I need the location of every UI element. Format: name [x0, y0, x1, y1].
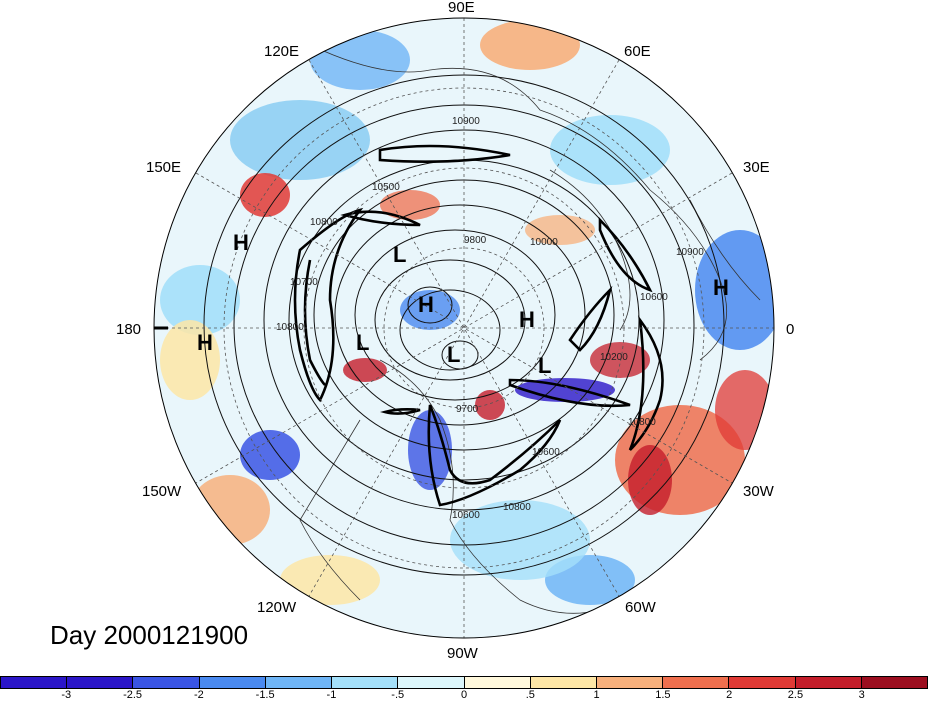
colorbar-swatch	[464, 677, 531, 688]
colorbar-tick-label: -2	[193, 689, 204, 701]
high-pressure-marker: H	[418, 292, 434, 317]
high-pressure-marker: H	[197, 330, 213, 355]
colorbar-tick-label: -2.5	[123, 689, 143, 701]
contour-label: 10900	[452, 116, 480, 127]
colorbar-tick-label: -1.5	[255, 689, 275, 701]
pressure-centers: H H H H H L L L L	[197, 230, 729, 378]
contour-label: 10800	[628, 417, 656, 428]
colorbar-swatch	[199, 677, 266, 688]
colorbar-swatch	[663, 677, 730, 688]
colorbar-swatch	[530, 677, 597, 688]
low-pressure-marker: L	[356, 330, 369, 355]
contour-label: 10200	[600, 352, 628, 363]
colorbar-swatch	[332, 677, 399, 688]
low-pressure-marker: L	[447, 342, 460, 367]
contour-label: 10600	[532, 447, 560, 458]
longitude-label: 60E	[624, 43, 651, 60]
colorbar-tick-label: 3	[858, 689, 865, 701]
colorbar-tick-label: 1.5	[655, 689, 671, 701]
colorbar-tick-label: -.5	[391, 689, 405, 701]
colorbar-tick-label: -1	[326, 689, 337, 701]
contour-label: 9800	[464, 235, 487, 246]
colorbar-swatch	[795, 677, 862, 688]
longitude-label: 60W	[625, 599, 657, 616]
colorbar-tick-label: 2.5	[787, 689, 804, 701]
contour-label: 10900	[676, 247, 704, 258]
longitude-labels: 90E 120E 60E 150E 30E 180 0 150W 30W 120…	[116, 0, 794, 662]
longitude-label: 30W	[743, 483, 775, 500]
longitude-label: 0	[786, 321, 794, 338]
colorbar-swatches	[0, 676, 928, 689]
colorbar-tick-label: 0	[460, 689, 468, 701]
colorbar-ticks: -3 -2.5 -2 -1.5 -1 -.5 0 .5 1 1.5 2 2.5 3	[0, 689, 928, 702]
colorbar-tick-label: 1	[593, 689, 600, 701]
colorbar-tick-label: -3	[61, 689, 72, 701]
colorbar-swatch	[265, 677, 333, 688]
colorbar-swatch	[1, 677, 68, 688]
colorbar-swatch	[729, 677, 796, 688]
graticule	[154, 18, 774, 638]
contour-label: 10000	[530, 237, 558, 248]
jet-streaks	[293, 144, 664, 507]
contour-label: 10600	[452, 510, 480, 521]
contour-label: 10800	[503, 502, 531, 513]
longitude-label: 120E	[264, 43, 299, 60]
longitude-label: 150E	[146, 159, 181, 176]
colorbar-tick-label: .5	[525, 689, 535, 701]
polar-map: 10900 10500 10800 9800 10000 10900 10600…	[116, 0, 794, 662]
longitude-label: 150W	[142, 483, 182, 500]
contour-label: 10600	[640, 292, 668, 303]
contour-label: 10800	[310, 217, 338, 228]
colorbar-tick-label: 2	[726, 689, 733, 701]
longitude-label: 90W	[447, 645, 479, 662]
longitude-label: 180	[116, 321, 141, 338]
low-pressure-marker: L	[393, 242, 406, 267]
contour-labels: 10900 10500 10800 9800 10000 10900 10600…	[276, 116, 704, 521]
colorbar-swatch	[398, 677, 465, 688]
colorbar-swatch	[861, 677, 928, 688]
high-pressure-marker: H	[233, 230, 249, 255]
high-pressure-marker: H	[713, 275, 729, 300]
longitude-label: 120W	[257, 599, 297, 616]
colorbar-swatch	[596, 677, 664, 688]
colorbar: -3 -2.5 -2 -1.5 -1 -.5 0 .5 1 1.5 2 2.5 3	[0, 676, 928, 702]
contour-label: 9700	[456, 404, 479, 415]
longitude-label: 30E	[743, 159, 770, 176]
contour-label: 10500	[372, 182, 400, 193]
low-pressure-marker: L	[538, 353, 551, 378]
date-title: Day 2000121900	[50, 620, 249, 650]
colorbar-swatch	[133, 677, 200, 688]
high-pressure-marker: H	[519, 307, 535, 332]
colorbar-swatch	[67, 677, 134, 688]
longitude-label: 90E	[448, 0, 475, 16]
contour-label: 10700	[290, 277, 318, 288]
contour-label: 10800	[276, 322, 304, 333]
